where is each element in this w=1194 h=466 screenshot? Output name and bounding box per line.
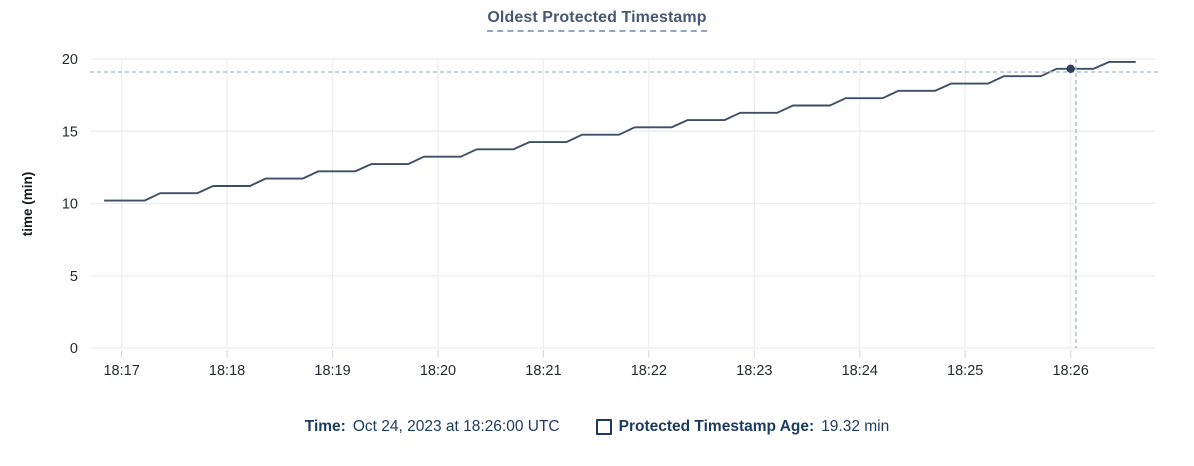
x-tick-label: 18:23 <box>736 363 772 379</box>
x-tick-label: 18:19 <box>314 363 350 379</box>
x-tick-label: 18:22 <box>631 363 667 379</box>
chart-title[interactable]: Oldest Protected Timestamp <box>487 9 707 32</box>
x-tick-label: 18:17 <box>103 363 139 379</box>
y-tick-label: 20 <box>62 52 78 68</box>
legend-time-label: Time: <box>304 418 346 435</box>
x-tick-label: 18:18 <box>209 363 245 379</box>
y-tick-label: 0 <box>70 341 78 357</box>
hover-dot <box>1066 64 1075 74</box>
timeseries-chart: 0 5 10 15 20 18:17 18:18 18:19 18:20 18:21 18:22 18… <box>20 52 1158 379</box>
x-tick-label: 18:26 <box>1052 363 1088 379</box>
x-tick-label: 18:25 <box>947 363 983 379</box>
x-tick-label: 18:20 <box>420 363 456 379</box>
legend-series-label: Protected Timestamp Age: <box>618 418 815 435</box>
series-line <box>104 60 1136 202</box>
plot-area[interactable] <box>90 59 1155 348</box>
chart-legend: Time: Oct 24, 2023 at 18:26:00 UTC Prote… <box>0 418 1194 436</box>
legend-time-value: Oct 24, 2023 at 18:26:00 UTC <box>352 418 560 435</box>
y-tick-label: 5 <box>70 269 78 285</box>
chart-title-row: Oldest Protected Timestamp <box>0 0 1194 38</box>
y-axis-title: time (min) <box>20 172 35 237</box>
y-tick-label: 10 <box>62 197 78 213</box>
y-tick-label: 15 <box>62 124 78 140</box>
series-checkbox-icon[interactable] <box>595 419 612 435</box>
legend-series-value: 19.32 min <box>821 418 890 435</box>
x-tick-label: 18:21 <box>525 363 561 379</box>
x-tick-label: 18:24 <box>842 363 878 379</box>
